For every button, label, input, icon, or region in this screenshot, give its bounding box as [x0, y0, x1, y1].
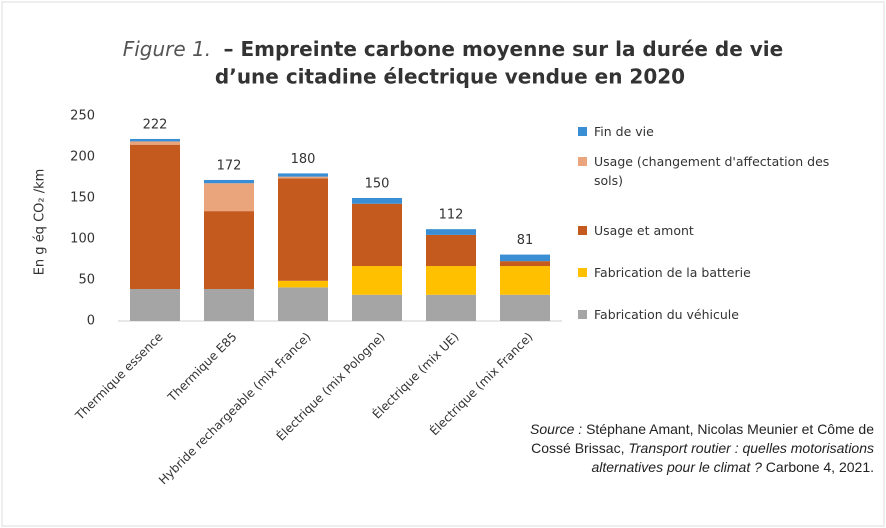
title-prefix: Figure 1. [123, 37, 211, 61]
bar-segment [204, 211, 254, 290]
source-authors: Stéphane Amant, Nicolas Meunier et Côme … [531, 421, 874, 456]
bar-segment [130, 141, 180, 145]
bar-segment [352, 203, 402, 267]
bar-segment [130, 289, 180, 321]
y-axis-label: En g éq CO₂ /km [33, 169, 48, 276]
legend-item: Usage et amont [578, 221, 848, 240]
total-label: 172 [217, 158, 242, 173]
y-tick-label: 150 [70, 191, 95, 206]
legend-item: Fabrication du véhicule [578, 305, 848, 324]
bar-segment [278, 173, 328, 177]
legend-swatch [578, 268, 587, 277]
bar-segment [500, 294, 550, 321]
legend-swatch [578, 127, 587, 136]
source-label: Source : [530, 421, 583, 437]
bar-segment [278, 287, 328, 321]
total-label: 150 [365, 177, 390, 192]
legend-item: Fin de vie [578, 122, 848, 141]
total-label: 112 [439, 208, 464, 223]
chart-title: Figure 1. – Empreinte carbone moyenne su… [123, 37, 783, 61]
y-tick-label: 0 [87, 314, 95, 329]
total-label: 81 [517, 233, 534, 248]
bar-segment [130, 138, 180, 142]
bar-segment [278, 280, 328, 288]
bar-segment [426, 229, 476, 235]
source-title: Transport routier : quelles motorisation… [591, 440, 874, 475]
y-tick-label: 100 [70, 232, 95, 247]
legend-label: Usage et amont [594, 223, 694, 238]
bar-segment [500, 254, 550, 262]
bar-segment [426, 234, 476, 267]
bar-segment [500, 261, 550, 267]
title-line1: – Empreinte carbone moyenne sur la durée… [224, 37, 784, 61]
bar-segment [352, 198, 402, 204]
legend-label: Fin de vie [594, 124, 654, 139]
bar-segment [204, 183, 254, 212]
source-publisher: Carbone 4, 2021. [765, 459, 874, 475]
legend-label: Fabrication de la batterie [594, 265, 751, 280]
legend-label: Fabrication du véhicule [594, 307, 739, 322]
total-label: 222 [143, 117, 168, 132]
bar-segment [278, 176, 328, 179]
bar-segment [426, 266, 476, 295]
bar-segment [352, 266, 402, 295]
y-tick-label: 250 [70, 109, 95, 124]
title-line2: d’une citadine électrique vendue en 2020 [215, 65, 685, 89]
legend-item: Usage (changement d'affectation des sols… [578, 152, 848, 190]
bar-segment [426, 294, 476, 321]
bar-segment [204, 179, 254, 184]
source: Source : Stéphane Amant, Nicolas Meunier… [514, 420, 874, 477]
y-tick-label: 200 [70, 150, 95, 165]
legend-swatch [578, 157, 587, 166]
bar-segment [352, 294, 402, 321]
bar-segment [204, 289, 254, 321]
total-label: 180 [291, 152, 316, 167]
bar-segment [500, 266, 550, 295]
legend-label: Usage (changement d'affectation des sols… [594, 154, 830, 188]
bar-segment [130, 144, 180, 290]
legend-item: Fabrication de la batterie [578, 263, 848, 282]
legend-swatch [578, 310, 587, 319]
bar-segment [278, 178, 328, 281]
legend-swatch [578, 226, 587, 235]
y-tick-label: 50 [78, 273, 95, 288]
